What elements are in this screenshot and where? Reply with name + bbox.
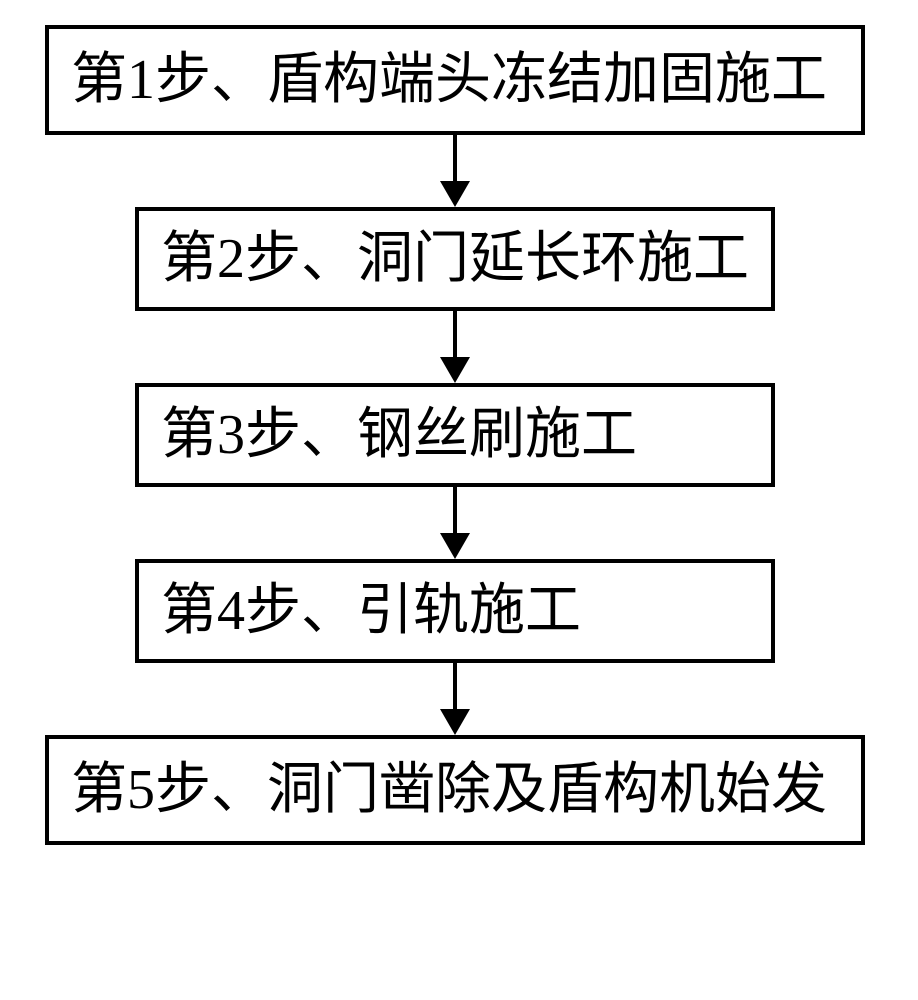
arrow-line (453, 487, 457, 533)
arrow-4 (45, 663, 865, 735)
step-label: 第4步、引轨施工 (161, 583, 581, 639)
arrow-line (453, 311, 457, 357)
step-label: 第1步、盾构端头冻结加固施工 (71, 52, 827, 108)
step-box-4: 第4步、引轨施工 (135, 559, 775, 663)
arrow-3 (45, 487, 865, 559)
step-label: 第2步、洞门延长环施工 (161, 231, 749, 287)
step-box-1: 第1步、盾构端头冻结加固施工 (45, 25, 865, 135)
arrow-line (453, 135, 457, 181)
step-box-2: 第2步、洞门延长环施工 (135, 207, 775, 311)
arrow-1 (45, 135, 865, 207)
arrow-head-icon (440, 709, 470, 735)
arrow-head-icon (440, 533, 470, 559)
arrow-head-icon (440, 357, 470, 383)
flowchart: 第1步、盾构端头冻结加固施工 第2步、洞门延长环施工 第3步、钢丝刷施工 第4步… (45, 25, 865, 845)
arrow-2 (45, 311, 865, 383)
arrow-line (453, 663, 457, 709)
step-box-3: 第3步、钢丝刷施工 (135, 383, 775, 487)
step-label: 第3步、钢丝刷施工 (161, 407, 637, 463)
step-label: 第5步、洞门凿除及盾构机始发 (71, 762, 827, 818)
arrow-head-icon (440, 181, 470, 207)
step-box-5: 第5步、洞门凿除及盾构机始发 (45, 735, 865, 845)
